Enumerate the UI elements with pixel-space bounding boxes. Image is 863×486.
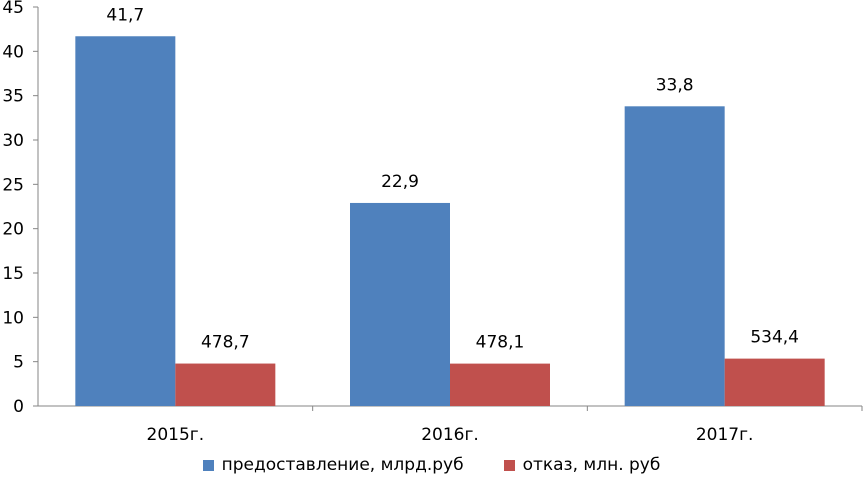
data-labels: 41,7 478,7 22,9 478,1 33,8 534,4 [106, 5, 799, 352]
y-tick-label: 45 [2, 0, 24, 18]
data-label: 478,1 [476, 333, 525, 353]
y-tick-label: 15 [2, 264, 24, 284]
bar-1 [624, 106, 725, 406]
y-tick-label: 30 [2, 131, 24, 151]
bars [75, 36, 825, 406]
x-tick-label: 2016г. [421, 425, 479, 445]
bar-1 [75, 36, 176, 406]
bar-2 [450, 363, 550, 406]
legend-item-series-1: предоставление, млрд.руб [202, 455, 464, 475]
data-label: 41,7 [106, 5, 144, 25]
x-tick-label: 2017г. [696, 425, 754, 445]
bar-1 [350, 202, 450, 406]
legend-swatch-series-2 [503, 459, 515, 471]
y-tick-label: 40 [2, 42, 24, 62]
legend: предоставление, млрд.руб отказ, млн. руб [0, 455, 863, 475]
legend-label-series-1: предоставление, млрд.руб [221, 455, 464, 475]
y-tick-label: 0 [13, 397, 24, 417]
bar-2 [724, 358, 825, 406]
legend-swatch-series-1 [202, 459, 214, 471]
bar-2 [175, 363, 276, 406]
y-tick-label: 20 [2, 220, 24, 240]
y-tick-label: 35 [2, 87, 24, 107]
y-tick-label: 10 [2, 308, 24, 328]
data-label: 534,4 [750, 328, 799, 348]
data-label: 33,8 [656, 75, 694, 95]
axes: 0 5 10 15 20 25 30 35 40 45 2015г. 2016г. 2017г. [2, 0, 863, 445]
bar-chart: 0 5 10 15 20 25 30 35 40 45 2015г. 2016г. 2017г. 41,… [2, 0, 863, 445]
x-tick-label: 2015г. [147, 425, 205, 445]
y-tick-label: 5 [13, 353, 24, 373]
y-tick-label: 25 [2, 175, 24, 195]
data-label: 478,7 [201, 333, 250, 353]
legend-label-series-2: отказ, млн. руб [522, 455, 661, 475]
data-label: 22,9 [381, 172, 419, 192]
legend-item-series-2: отказ, млн. руб [503, 455, 661, 475]
